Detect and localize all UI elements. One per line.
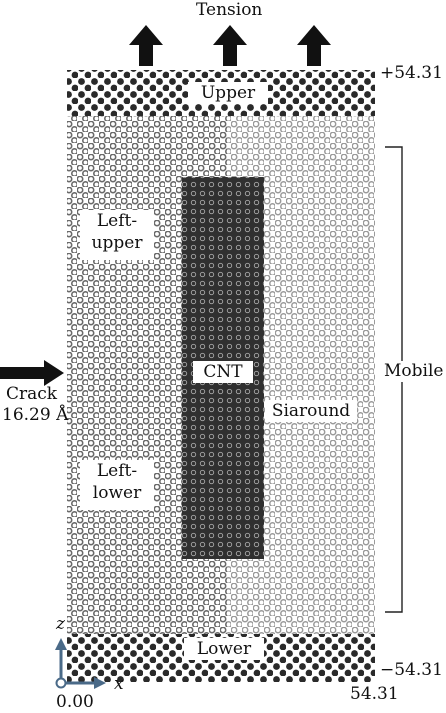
crack-label: Crack	[6, 384, 58, 404]
tension-arrow-right	[297, 25, 331, 66]
left-upper-label-line1: Left-	[96, 211, 138, 231]
left-lower-label-line2: lower	[92, 483, 142, 503]
upper-label: Upper	[188, 82, 268, 104]
x-axis-label: x	[114, 674, 124, 694]
cnt-label: CNT	[193, 361, 253, 383]
z-axis-label: z	[56, 614, 65, 634]
siaround-label: Siaround	[265, 400, 357, 422]
left-upper-label-line2: upper	[91, 233, 143, 253]
origin-marker	[55, 677, 67, 689]
lower-label: Lower	[184, 638, 264, 660]
x-axis-arrowhead	[94, 677, 106, 689]
tension-label: Tension	[196, 0, 263, 20]
top-coordinate: +54.31	[380, 63, 443, 83]
mobile-label: Mobile	[384, 361, 444, 382]
left-upper-label: Left- upper	[80, 210, 154, 260]
tension-arrow-middle	[213, 25, 247, 66]
tension-arrows	[129, 25, 331, 66]
left-lower-label-line1: Left-	[96, 461, 138, 481]
z-axis-arrowhead	[55, 638, 67, 650]
bottom-coordinate: −54.31	[380, 660, 443, 680]
origin-coordinate: 0.00	[56, 692, 94, 712]
crack-width-label: 16.29 Å	[2, 405, 69, 425]
crack-arrow	[0, 360, 64, 386]
x-extent-coordinate: 54.31	[350, 684, 399, 704]
tension-arrow-left	[129, 25, 163, 66]
left-lower-label: Left- lower	[80, 460, 154, 510]
axis-indicator	[55, 638, 106, 689]
